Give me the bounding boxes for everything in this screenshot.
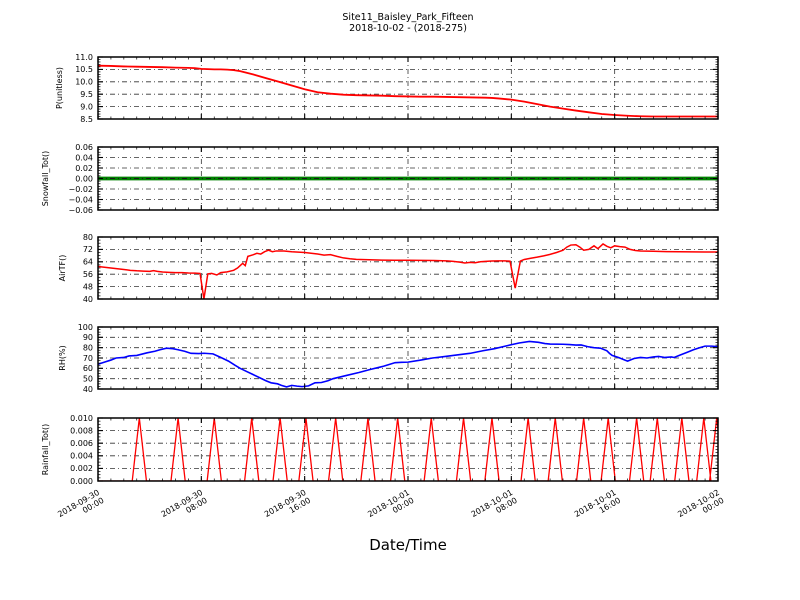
subplot-snowfall-tot: −0.06 −0.04−0.02 0.000.02 0.040.06 Snowfall_… — [41, 143, 719, 215]
y-tick-label: 100 — [78, 323, 93, 332]
y-tick-label: 0.00 — [75, 174, 93, 183]
y-tick-label: 48 — [83, 282, 93, 291]
y-tick-label: 70 — [83, 354, 93, 363]
ticks-airtf — [97, 236, 719, 300]
grid-airtf — [98, 237, 718, 299]
y-axis-label-rainfall-tot: Rainfall_Tot() — [41, 424, 50, 476]
y-tick-label: 0.000 — [70, 477, 93, 486]
y-tick-labels-snowfall-tot: −0.06 −0.04−0.02 0.000.02 0.040.06 — [68, 143, 93, 215]
grid-p-unitless — [98, 57, 718, 119]
y-tick-label: 0.004 — [70, 452, 93, 461]
y-tick-labels-airtf: 40 48 56 64 72 80 — [83, 233, 93, 304]
series-airtf — [98, 243, 718, 299]
ticks-rh — [97, 326, 719, 390]
ticks-p-unitless — [97, 56, 719, 120]
y-tick-label: 0.010 — [70, 414, 93, 423]
figure-title-line1: Site11_Baisley_Park_Fifteen — [342, 12, 473, 23]
y-axis-label-rh: RH(%) — [58, 345, 67, 370]
y-tick-label: 64 — [83, 258, 93, 267]
y-tick-label: 8.5 — [80, 115, 93, 124]
y-axis-label-airtf: AirTF() — [58, 255, 67, 282]
y-tick-label: 40 — [83, 385, 93, 394]
y-tick-label: 0.04 — [75, 153, 93, 162]
y-tick-label: 90 — [83, 333, 93, 342]
y-tick-label: 0.006 — [70, 439, 93, 448]
y-tick-label: 60 — [83, 364, 93, 373]
y-tick-label: 9.5 — [80, 90, 93, 99]
ticks-snowfall-tot — [97, 146, 719, 211]
y-tick-label: 0.06 — [75, 143, 93, 152]
y-tick-labels-rainfall-tot: 0.000 0.002 0.004 0.006 0.008 0.010 — [70, 414, 93, 486]
series-p-unitless — [98, 64, 718, 118]
y-tick-label: 72 — [83, 245, 93, 254]
y-tick-label: 80 — [83, 233, 93, 242]
y-axis-label-p-unitless: P(unitless) — [55, 67, 64, 109]
grid-snowfall-tot — [98, 147, 718, 210]
y-tick-labels-p-unitless: 8.5 9.0 9.5 10.0 10.5 11.0 — [75, 53, 93, 124]
y-tick-label: −0.04 — [68, 195, 93, 204]
grid-rh — [98, 327, 718, 389]
subplot-p-unitless: 8.5 9.0 9.5 10.0 10.5 11.0 P(unitless) — [55, 53, 719, 124]
y-tick-label: −0.02 — [68, 185, 93, 194]
subplots-group: 8.59.09.510.010.511.0P(unitless)−0.06−0.… — [41, 53, 726, 519]
y-axis-label-snowfall-tot: Snowfall_Tot() — [41, 151, 50, 207]
subplot-airtf: 40 48 56 64 72 80 AirTF() — [58, 233, 719, 304]
y-tick-label: 56 — [83, 270, 93, 279]
y-tick-label: −0.06 — [68, 206, 93, 215]
ticks-rainfall-tot — [97, 417, 719, 482]
y-tick-label: 9.0 — [80, 102, 93, 111]
figure-title-line2: 2018-10-02 - (2018-275) — [349, 23, 467, 34]
y-tick-label: 10.5 — [75, 65, 93, 74]
y-tick-label: 80 — [83, 343, 93, 352]
series-rh — [98, 340, 718, 388]
y-tick-label: 11.0 — [75, 53, 93, 62]
y-tick-label: 0.02 — [75, 164, 93, 173]
y-tick-label: 0.008 — [70, 426, 93, 435]
y-tick-label: 10.0 — [75, 78, 93, 87]
x-axis-title: Date/Time — [369, 536, 447, 554]
series-rainfall-tot — [98, 418, 718, 481]
y-tick-label: 40 — [83, 295, 93, 304]
y-tick-label: 0.002 — [70, 464, 93, 473]
y-tick-label: 50 — [83, 374, 93, 383]
